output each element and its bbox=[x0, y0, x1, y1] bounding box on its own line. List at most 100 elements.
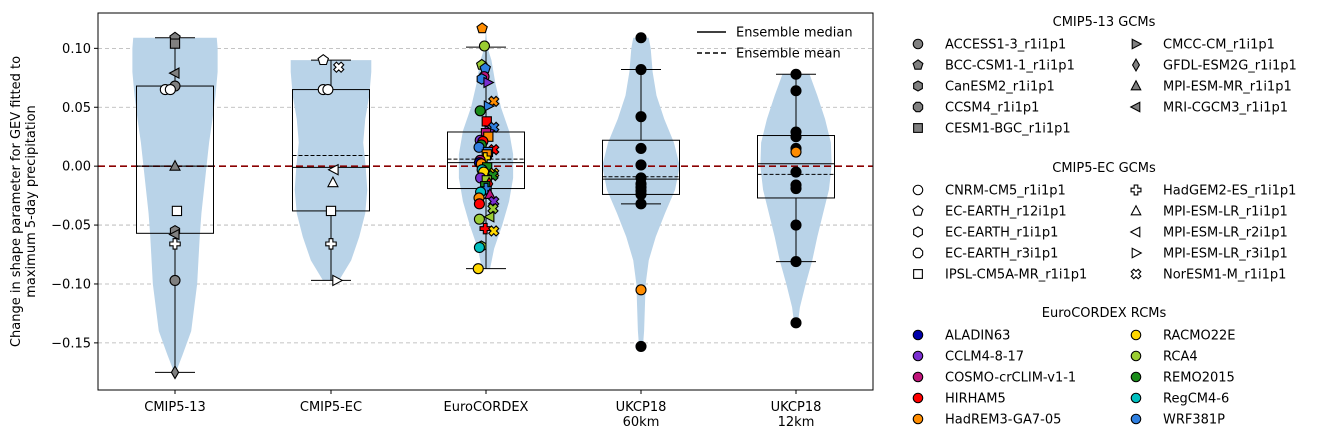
legend-marker bbox=[912, 329, 924, 341]
data-point bbox=[168, 67, 180, 79]
data-point bbox=[635, 64, 647, 76]
y-axis-label: maximum 5-day precipitation bbox=[24, 105, 39, 298]
legend-marker bbox=[1130, 79, 1142, 91]
legend-entry-label: RegCM4-6 bbox=[1163, 392, 1229, 407]
data-point bbox=[790, 131, 802, 143]
marker-legends: CMIP5-13 GCMs ACCESS1-3_r1i1p1 BCC-CSM1-1_… bbox=[912, 15, 1297, 428]
legend-marker bbox=[912, 413, 924, 425]
data-point bbox=[325, 238, 337, 250]
legend-entry-label: RCA4 bbox=[1163, 350, 1198, 365]
legend-entry-label: MRI-CGCM3_r1i1p1 bbox=[1163, 101, 1288, 116]
data-point bbox=[169, 238, 181, 250]
x-tick-label: 60km bbox=[623, 415, 660, 430]
data-point bbox=[168, 228, 180, 241]
data-point bbox=[317, 54, 330, 66]
legend-entry-label: MPI-ESM-LR_r1i1p1 bbox=[1163, 205, 1288, 220]
legend-entry-label: WRF381P bbox=[1163, 413, 1225, 428]
legend-entry-label: MPI-ESM-LR_r2i1p1 bbox=[1163, 226, 1288, 241]
legend-entry-label: CESM1-BGC_r1i1p1 bbox=[945, 122, 1071, 137]
data-point bbox=[790, 146, 802, 158]
legend-line-label: Ensemble mean bbox=[736, 47, 841, 62]
data-point bbox=[472, 263, 484, 275]
data-point bbox=[481, 116, 492, 127]
legend-marker bbox=[913, 226, 923, 238]
legend-marker bbox=[1129, 101, 1141, 113]
violin-0 bbox=[132, 37, 218, 373]
legend-marker bbox=[1129, 226, 1141, 238]
legend-marker bbox=[912, 38, 924, 50]
data-point bbox=[479, 222, 491, 235]
data-point bbox=[635, 340, 647, 352]
x-tick-label: UKCP18 bbox=[616, 400, 667, 415]
legend-marker bbox=[1130, 371, 1142, 383]
x-tick-label: CMIP5-EC bbox=[300, 400, 362, 415]
data-point bbox=[169, 38, 181, 49]
data-point bbox=[332, 274, 344, 287]
y-axis-label: Change in shape parameter for GEV fitted… bbox=[9, 56, 24, 347]
data-point bbox=[790, 68, 802, 80]
legend-entry-label: EC-EARTH_r3i1p1 bbox=[945, 247, 1058, 262]
legend-marker bbox=[1130, 268, 1142, 280]
data-point bbox=[483, 100, 496, 112]
x-tick-label: EuroCORDEX bbox=[444, 400, 529, 415]
data-point bbox=[332, 61, 345, 73]
legend-entry-label: CMCC-CM_r1i1p1 bbox=[1163, 38, 1275, 53]
legend-entry-label: HIRHAM5 bbox=[945, 392, 1006, 407]
x-tick-label: 12km bbox=[778, 415, 815, 430]
legend-marker bbox=[1130, 184, 1142, 196]
legend-entry-label: CNRM-CM5_r1i1p1 bbox=[945, 184, 1066, 199]
legend-entry-label: HadGEM2-ES_r1i1p1 bbox=[1163, 184, 1296, 199]
data-point bbox=[487, 225, 500, 237]
y-tick-label: 0.05 bbox=[62, 101, 91, 116]
data-point bbox=[790, 182, 802, 195]
x-tick-label: CMIP5-13 bbox=[144, 400, 205, 415]
y-tick-label: 0.10 bbox=[62, 42, 91, 57]
legend-marker bbox=[913, 80, 923, 92]
legend-entry-label: REMO2015 bbox=[1163, 371, 1235, 386]
data-point bbox=[327, 163, 339, 176]
legend-marker bbox=[913, 123, 923, 133]
data-point bbox=[790, 85, 802, 97]
data-point bbox=[635, 159, 647, 171]
legend-marker bbox=[912, 247, 924, 259]
data-point bbox=[327, 175, 339, 188]
legend-marker bbox=[1131, 247, 1143, 259]
data-point bbox=[483, 76, 495, 89]
data-point bbox=[473, 198, 485, 210]
data-point bbox=[170, 365, 180, 380]
y-tick-label: 0.00 bbox=[62, 160, 91, 175]
legend-entry-label: EC-EARTH_r12i1p1 bbox=[945, 205, 1067, 220]
data-point bbox=[474, 105, 486, 117]
data-point bbox=[790, 219, 802, 231]
legend-marker bbox=[912, 184, 924, 196]
data-point bbox=[635, 111, 647, 123]
legend-entry-label: NorESM1-M_r1i1p1 bbox=[1163, 268, 1286, 283]
legend-marker bbox=[1130, 204, 1142, 216]
legend-marker bbox=[912, 371, 924, 383]
data-point bbox=[478, 40, 491, 52]
data-point bbox=[635, 198, 647, 210]
data-point bbox=[790, 166, 802, 178]
data-point bbox=[171, 205, 183, 217]
data-point bbox=[635, 188, 647, 200]
data-point bbox=[169, 274, 181, 286]
legend-marker bbox=[912, 392, 924, 404]
data-point bbox=[473, 241, 485, 253]
data-point bbox=[325, 205, 337, 217]
legend-entry-label: EC-EARTH_r1i1p1 bbox=[945, 226, 1058, 241]
legend-marker bbox=[1130, 350, 1142, 362]
legend-marker bbox=[912, 101, 924, 113]
legend-marker bbox=[1130, 329, 1142, 341]
legend-entry-label: CanESM2_r1i1p1 bbox=[945, 80, 1055, 95]
data-point bbox=[635, 142, 647, 155]
legend-entry-label: BCC-CSM1-1_r1i1p1 bbox=[945, 59, 1075, 74]
legend-entry-label: ACCESS1-3_r1i1p1 bbox=[945, 38, 1066, 53]
x-tick-label: UKCP18 bbox=[771, 400, 822, 415]
legend-entry-label: CCLM4-8-17 bbox=[945, 350, 1024, 365]
legend-entry-label: IPSL-CM5A-MR_r1i1p1 bbox=[945, 268, 1087, 283]
data-point bbox=[473, 213, 485, 225]
legend-marker bbox=[913, 269, 923, 279]
legend-entry-label: CCSM4_r1i1p1 bbox=[945, 101, 1039, 116]
data-point bbox=[790, 256, 802, 268]
legend-marker bbox=[912, 59, 924, 70]
